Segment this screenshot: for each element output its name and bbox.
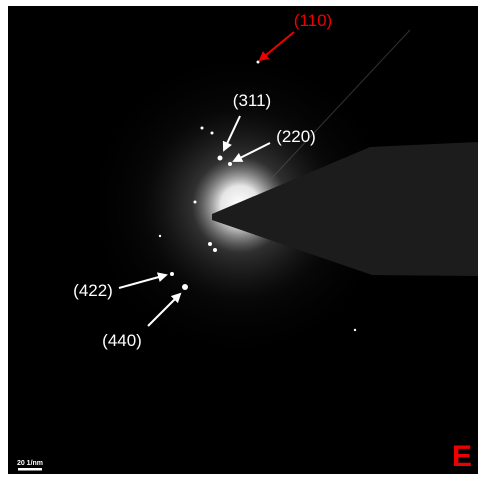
scale-bar — [18, 468, 42, 471]
scale-bar-label: 20 1/nm — [17, 460, 43, 467]
annotation-label: (311) — [233, 91, 271, 110]
annotation-label: (220) — [276, 127, 316, 146]
annotation-label: (110) — [294, 11, 332, 30]
panel-label: E — [452, 440, 472, 473]
annotation-label: (422) — [73, 281, 113, 300]
figure-panel: (110) (311) (220) (422) (440) E 20 1/nm — [0, 0, 483, 484]
annotation-label: (440) — [102, 331, 142, 350]
